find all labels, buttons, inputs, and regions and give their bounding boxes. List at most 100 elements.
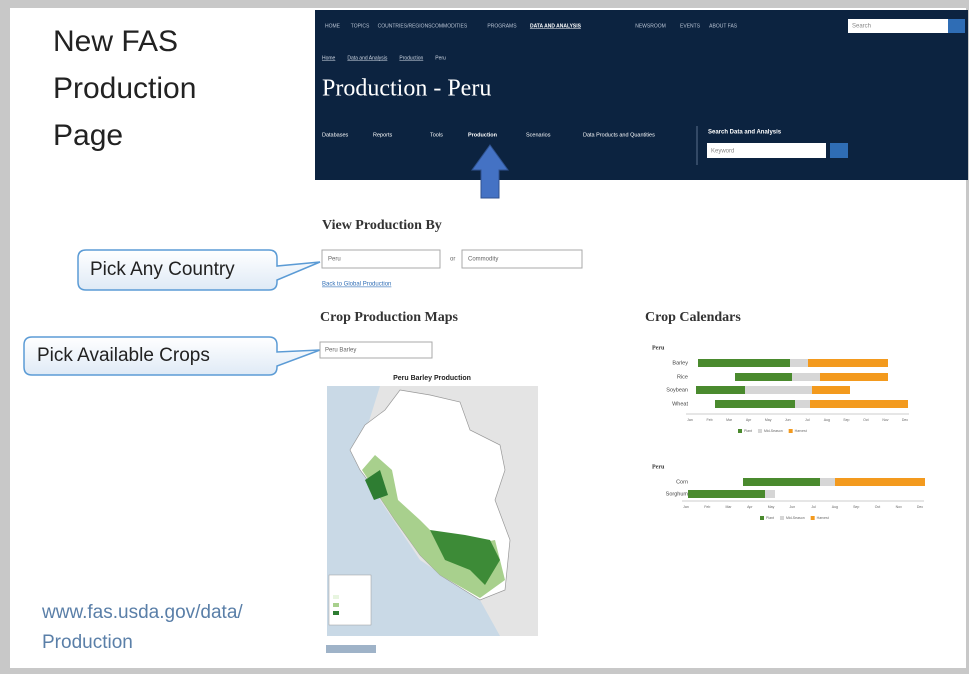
map-legend <box>328 574 372 626</box>
calendar-bar <box>698 359 790 367</box>
calendar-bar <box>715 400 795 408</box>
section-heading: Crop Production Maps <box>320 310 458 325</box>
map-region <box>365 470 388 500</box>
callout <box>77 249 321 291</box>
commodity-select[interactable] <box>461 249 583 269</box>
site-header <box>315 10 968 180</box>
arrow <box>471 144 509 199</box>
crop-label: Barley <box>672 360 688 366</box>
calendar-bar <box>795 400 810 408</box>
subnav-item[interactable]: Databases <box>322 132 349 138</box>
select-text: Commodity <box>468 257 498 263</box>
search-input[interactable] <box>707 143 826 158</box>
month-label: Mar <box>726 505 733 509</box>
month-label: Jul <box>805 418 810 422</box>
month-label: Apr <box>747 505 753 509</box>
calendar-bar <box>743 478 820 486</box>
crop-label: Rice <box>677 374 688 380</box>
breadcrumb-item[interactable]: Production <box>399 55 423 61</box>
slide-title: Production <box>53 72 196 105</box>
calendar-bar <box>812 386 850 394</box>
select-text: Peru Barley <box>325 348 356 354</box>
legend-swatch <box>810 516 815 520</box>
calendar-bar <box>735 373 792 381</box>
month-label: Sep <box>853 505 859 509</box>
map-region <box>430 530 500 585</box>
calendar-bar <box>696 386 745 394</box>
subnav-item[interactable]: Data Products and Quantities <box>583 132 655 138</box>
calendar-bar <box>790 359 808 367</box>
legend-label: Plant <box>766 516 774 520</box>
month-label: Nov <box>896 505 902 509</box>
nav-item[interactable]: HOME <box>325 23 341 29</box>
nav-item[interactable]: COUNTRIES/REGIONS <box>378 23 433 29</box>
month-label: Jan <box>687 418 693 422</box>
url: Production <box>42 632 133 653</box>
nav-item[interactable]: DATA AND ANALYSIS <box>530 23 582 29</box>
month-label: Apr <box>746 418 752 422</box>
map-logo <box>326 645 376 653</box>
crop-label: Soybean <box>666 387 688 393</box>
callout-text: Pick Available Crops <box>37 345 210 366</box>
breadcrumb-item[interactable]: Home <box>322 55 336 61</box>
back-link[interactable]: Back to Global Production <box>322 282 391 288</box>
legend-label: Plant <box>744 429 752 433</box>
slide-title: New FAS <box>53 25 178 58</box>
or-text: or <box>450 257 455 263</box>
legend-label: Harvest <box>817 516 829 520</box>
month-label: Dec <box>902 418 908 422</box>
legend-swatch <box>333 611 339 615</box>
month-label: Oct <box>875 505 880 509</box>
calendar-bar <box>820 478 835 486</box>
crop-label: Corn <box>676 479 688 485</box>
month-label: Oct <box>863 418 868 422</box>
month-label: Nov <box>882 418 888 422</box>
crop-label: Wheat <box>672 401 688 407</box>
calendar-bar <box>810 400 908 408</box>
subnav-item[interactable]: Tools <box>430 132 443 138</box>
month-label: Feb <box>704 505 710 509</box>
calendar-bar <box>808 359 888 367</box>
map-title: Peru Barley Production <box>393 375 471 382</box>
calendar-country: Peru <box>652 345 665 351</box>
subnav-item[interactable]: Production <box>468 132 498 138</box>
month-label: Jan <box>683 505 689 509</box>
breadcrumb-item[interactable]: Data and Analysis <box>347 55 388 61</box>
legend-swatch <box>779 516 784 520</box>
calendar-bar <box>820 373 888 381</box>
country-select[interactable] <box>321 249 441 269</box>
nav-item[interactable]: PROGRAMS <box>487 23 517 29</box>
month-label: Jun <box>785 418 791 422</box>
top-search-text: Search <box>852 24 871 30</box>
nav-item[interactable]: TOPICS <box>351 23 370 29</box>
legend-swatch <box>757 429 762 433</box>
search-button[interactable] <box>830 143 848 158</box>
month-label: Aug <box>824 418 830 422</box>
nav-item[interactable]: ABOUT FAS <box>709 23 738 29</box>
top-search-box[interactable] <box>848 19 948 33</box>
section-heading: View Production By <box>322 218 442 233</box>
calendar-bar <box>792 373 820 381</box>
nav-item[interactable]: NEWSROOM <box>635 23 666 29</box>
nav-item[interactable]: EVENTS <box>680 23 701 29</box>
calendar-bar <box>835 478 925 486</box>
search-label: Search Data and Analysis <box>708 130 782 136</box>
subnav-item[interactable]: Scenarios <box>526 132 551 138</box>
crop-select[interactable] <box>319 341 433 359</box>
breadcrumb-item: Peru <box>435 55 446 61</box>
month-label: Jun <box>790 505 796 509</box>
select-text: Peru <box>328 257 341 263</box>
calendar-country: Peru <box>652 464 665 470</box>
search-placeholder: Keyword <box>711 149 734 155</box>
top-search-button[interactable] <box>948 19 965 33</box>
legend-swatch <box>738 429 742 433</box>
legend-swatch <box>760 516 764 520</box>
slide-title: Page <box>53 119 123 152</box>
legend-swatch <box>788 429 793 433</box>
calendar-bar <box>688 490 765 498</box>
subnav-item[interactable]: Reports <box>373 132 393 138</box>
calendar-bar <box>765 490 775 498</box>
nav-item[interactable]: COMMODITIES <box>431 23 467 29</box>
calendar-bar <box>745 386 812 394</box>
